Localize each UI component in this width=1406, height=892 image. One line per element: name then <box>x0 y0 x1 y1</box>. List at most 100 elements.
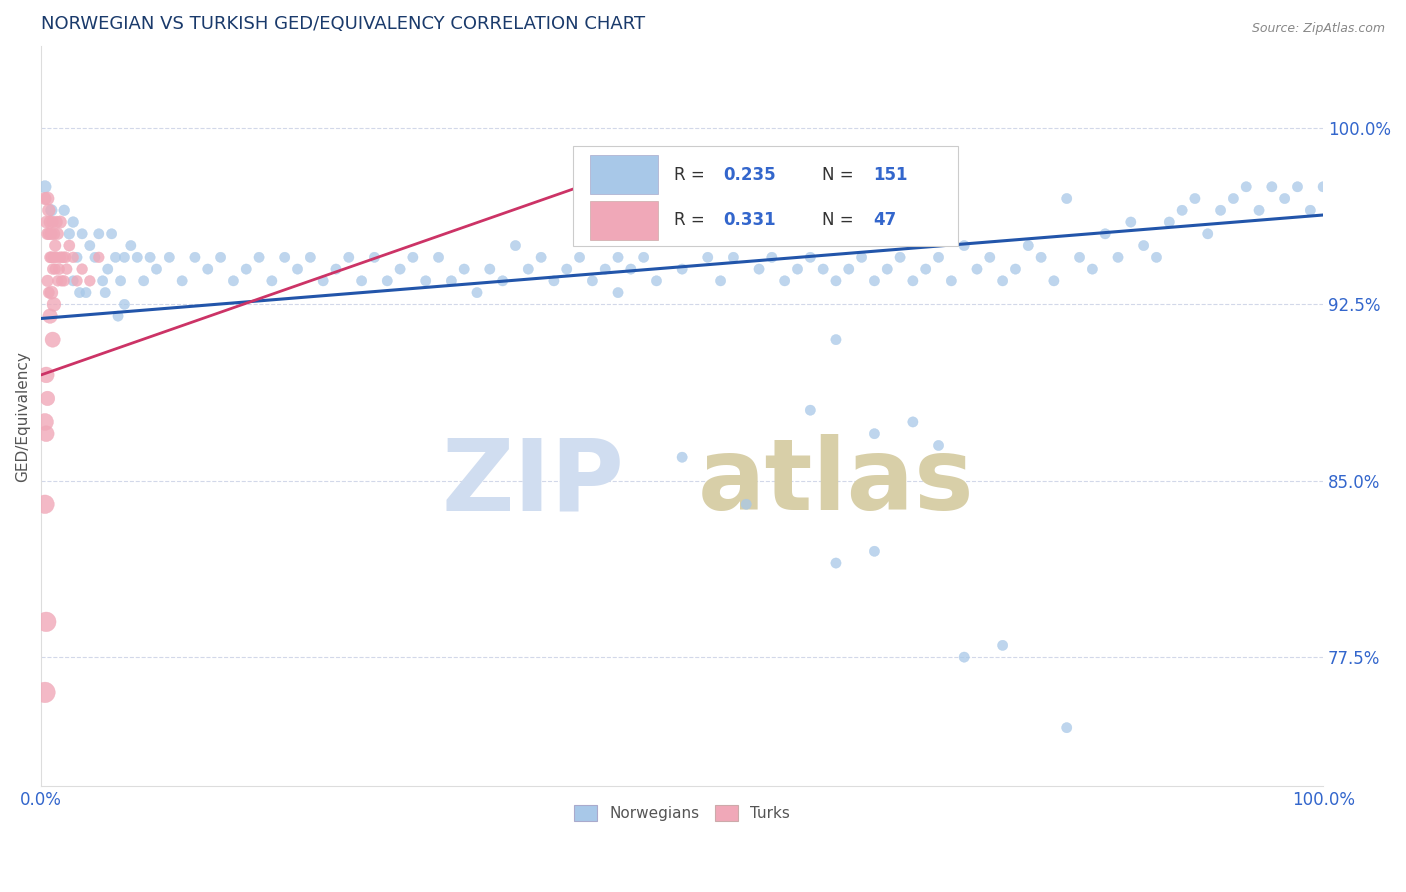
Point <box>132 274 155 288</box>
Point <box>581 274 603 288</box>
Point <box>100 227 122 241</box>
Point <box>51 274 73 288</box>
Point <box>1017 238 1039 252</box>
Point <box>35 615 58 629</box>
Point <box>1171 203 1194 218</box>
Point <box>35 215 58 229</box>
Point <box>55 250 77 264</box>
Point <box>645 274 668 288</box>
Point <box>120 238 142 252</box>
Point <box>1234 179 1257 194</box>
Point <box>273 250 295 264</box>
Point <box>863 426 886 441</box>
Point <box>75 285 97 300</box>
Point <box>889 250 911 264</box>
Point <box>34 415 56 429</box>
Point <box>1159 215 1181 229</box>
Point <box>966 262 988 277</box>
Point <box>45 250 67 264</box>
Point <box>139 250 162 264</box>
Point <box>66 274 89 288</box>
Point <box>723 250 745 264</box>
Point <box>427 250 450 264</box>
Point <box>415 274 437 288</box>
Point <box>66 250 89 264</box>
Point <box>34 179 56 194</box>
Text: NORWEGIAN VS TURKISH GED/EQUIVALENCY CORRELATION CHART: NORWEGIAN VS TURKISH GED/EQUIVALENCY COR… <box>41 15 645 33</box>
Point <box>127 250 149 264</box>
Point <box>37 274 59 288</box>
Point <box>928 250 950 264</box>
Point <box>991 274 1014 288</box>
Point <box>696 250 718 264</box>
Point <box>42 227 65 241</box>
Point <box>38 227 60 241</box>
Point <box>593 262 616 277</box>
Point <box>953 650 976 665</box>
Point <box>1247 203 1270 218</box>
Point <box>1056 721 1078 735</box>
Point <box>543 274 565 288</box>
Point <box>825 333 848 347</box>
Point <box>811 262 834 277</box>
Point <box>79 238 101 252</box>
Point <box>79 274 101 288</box>
Text: N =: N = <box>823 166 859 184</box>
Point <box>1132 238 1154 252</box>
Point <box>38 285 60 300</box>
Point <box>114 250 136 264</box>
Point <box>748 262 770 277</box>
Point <box>84 250 107 264</box>
Point <box>41 262 63 277</box>
Point <box>901 415 924 429</box>
Text: ZIP: ZIP <box>441 434 624 532</box>
Point <box>876 262 898 277</box>
Point <box>48 262 70 277</box>
Point <box>97 262 120 277</box>
Point <box>260 274 283 288</box>
Point <box>110 274 132 288</box>
Text: R =: R = <box>675 211 710 229</box>
Point <box>607 250 630 264</box>
Point <box>350 274 373 288</box>
Point <box>37 192 59 206</box>
Text: 0.331: 0.331 <box>723 211 776 229</box>
Point <box>838 262 860 277</box>
Point <box>375 274 398 288</box>
Point <box>633 250 655 264</box>
Point <box>46 274 69 288</box>
Point <box>863 274 886 288</box>
Point <box>69 285 91 300</box>
Point <box>851 250 873 264</box>
Point <box>1299 203 1322 218</box>
Point <box>465 285 488 300</box>
Point <box>505 238 527 252</box>
FancyBboxPatch shape <box>591 155 658 194</box>
Point <box>761 250 783 264</box>
Point <box>671 450 693 465</box>
Point <box>172 274 194 288</box>
Point <box>799 403 821 417</box>
Point <box>402 250 425 264</box>
Point <box>530 250 553 264</box>
Point <box>914 262 936 277</box>
Point <box>62 250 84 264</box>
Point <box>41 333 63 347</box>
Point <box>453 262 475 277</box>
Legend: Norwegians, Turks: Norwegians, Turks <box>568 798 796 827</box>
Point <box>55 262 77 277</box>
Point <box>209 250 232 264</box>
Point <box>825 556 848 570</box>
Text: R =: R = <box>675 166 710 184</box>
Point <box>145 262 167 277</box>
Y-axis label: GED/Equivalency: GED/Equivalency <box>15 351 30 482</box>
Point <box>735 497 758 511</box>
Point <box>620 262 643 277</box>
Point <box>1222 192 1244 206</box>
Point <box>825 274 848 288</box>
Point <box>363 250 385 264</box>
Text: N =: N = <box>823 211 859 229</box>
Point <box>94 285 117 300</box>
Point <box>1107 250 1129 264</box>
Point <box>41 203 63 218</box>
